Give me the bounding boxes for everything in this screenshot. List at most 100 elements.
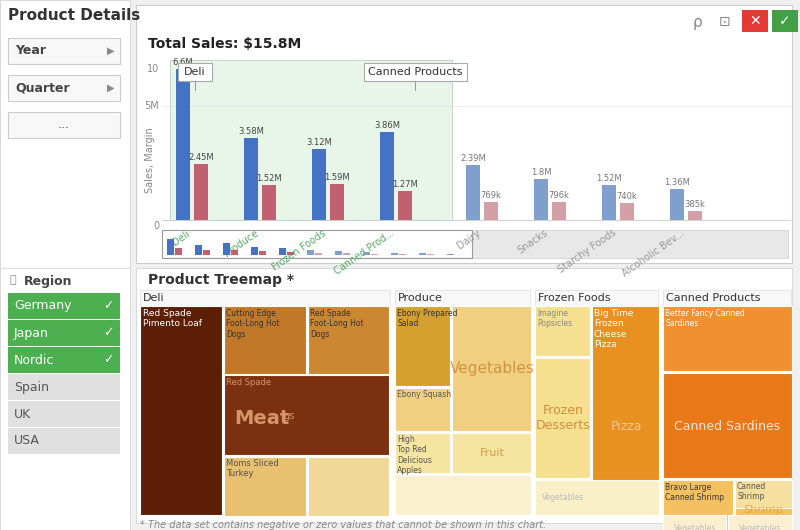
Text: UK: UK bbox=[14, 408, 31, 420]
Bar bbox=[330, 184, 344, 220]
Text: Ebony Prepared
Salad: Ebony Prepared Salad bbox=[397, 309, 458, 329]
Bar bbox=[308, 306, 389, 374]
Text: Meat: Meat bbox=[234, 410, 290, 428]
Text: ✓: ✓ bbox=[103, 326, 114, 340]
Text: 1.8M: 1.8M bbox=[530, 168, 551, 177]
Text: Big Time
Frozen
Cheese
Pizza: Big Time Frozen Cheese Pizza bbox=[594, 309, 634, 349]
Bar bbox=[663, 480, 733, 530]
Text: * The data set contains negative or zero values that cannot be shown in this cha: * The data set contains negative or zero… bbox=[140, 520, 546, 530]
Bar bbox=[395, 306, 450, 386]
Text: High
Top Red
Delicious
Apples: High Top Red Delicious Apples bbox=[397, 435, 432, 475]
Bar bbox=[8, 347, 120, 373]
Text: ✓: ✓ bbox=[103, 299, 114, 313]
Text: Starchy Foods: Starchy Foods bbox=[556, 228, 618, 276]
Bar bbox=[552, 202, 566, 220]
Text: 1.36M: 1.36M bbox=[664, 178, 690, 187]
Text: Shrimp: Shrimp bbox=[743, 505, 783, 515]
Bar bbox=[663, 373, 792, 478]
Text: 0: 0 bbox=[153, 221, 159, 231]
Text: 3.12M: 3.12M bbox=[306, 138, 332, 147]
Bar bbox=[592, 306, 659, 481]
Text: ...: ... bbox=[58, 119, 70, 131]
Text: Vegetables: Vegetables bbox=[739, 524, 781, 530]
Bar bbox=[363, 63, 466, 81]
Bar bbox=[136, 268, 792, 523]
Bar bbox=[287, 252, 294, 255]
Text: Frozen Foods: Frozen Foods bbox=[270, 228, 328, 272]
Bar bbox=[194, 164, 208, 220]
Text: Moms Sliced
Turkey: Moms Sliced Turkey bbox=[226, 459, 278, 479]
Bar bbox=[620, 203, 634, 220]
Bar bbox=[395, 475, 531, 515]
Text: Bravo Large
Canned Shrimp: Bravo Large Canned Shrimp bbox=[665, 483, 724, 502]
Text: Total Sales: $15.8M: Total Sales: $15.8M bbox=[148, 37, 302, 51]
Bar bbox=[466, 165, 480, 220]
Bar bbox=[308, 457, 389, 516]
Bar bbox=[391, 253, 398, 255]
Bar bbox=[535, 290, 658, 306]
Bar bbox=[279, 249, 286, 255]
Bar bbox=[535, 358, 590, 478]
Bar bbox=[602, 186, 616, 220]
Bar bbox=[535, 480, 659, 515]
Bar bbox=[0, 0, 130, 530]
Bar bbox=[427, 254, 434, 255]
Bar bbox=[395, 433, 450, 473]
Bar bbox=[244, 138, 258, 220]
Bar bbox=[663, 515, 726, 530]
Text: Deli: Deli bbox=[143, 293, 165, 303]
Bar bbox=[162, 230, 788, 258]
Bar bbox=[8, 401, 120, 427]
Bar bbox=[735, 480, 792, 508]
Bar bbox=[8, 112, 120, 138]
Bar bbox=[167, 238, 174, 255]
Text: Canned
Shrimp: Canned Shrimp bbox=[737, 482, 766, 501]
Text: Canned Prod...: Canned Prod... bbox=[332, 228, 396, 277]
Text: ✓: ✓ bbox=[779, 14, 791, 28]
Bar bbox=[398, 191, 412, 220]
Bar bbox=[231, 250, 238, 255]
Text: Produce: Produce bbox=[222, 228, 260, 259]
Bar bbox=[484, 202, 498, 220]
Text: Japan: Japan bbox=[14, 326, 49, 340]
Text: Canned Products: Canned Products bbox=[368, 67, 462, 77]
Text: Vegetables: Vegetables bbox=[674, 524, 716, 530]
Text: Ebony Squash: Ebony Squash bbox=[397, 390, 451, 399]
Text: ρ: ρ bbox=[692, 15, 702, 30]
Bar bbox=[534, 179, 548, 220]
Bar bbox=[447, 254, 454, 255]
Bar bbox=[735, 480, 792, 530]
Text: Product Details: Product Details bbox=[8, 8, 140, 23]
Text: gs: gs bbox=[284, 411, 295, 421]
Text: 385k: 385k bbox=[685, 200, 706, 209]
Bar bbox=[176, 69, 190, 220]
Text: Cutting Edge
Foot-Long Hot
Dogs: Cutting Edge Foot-Long Hot Dogs bbox=[226, 309, 280, 339]
Bar bbox=[224, 457, 306, 516]
Bar bbox=[203, 250, 210, 255]
Bar bbox=[259, 251, 266, 255]
Text: Pizza: Pizza bbox=[610, 420, 642, 432]
Text: Dairy: Dairy bbox=[455, 228, 482, 251]
Text: Alcoholic Bev...: Alcoholic Bev... bbox=[620, 228, 686, 278]
Text: Year: Year bbox=[15, 45, 46, 57]
Bar bbox=[136, 5, 792, 263]
Bar bbox=[195, 245, 202, 255]
Bar bbox=[8, 374, 120, 400]
Bar bbox=[371, 254, 378, 255]
Text: 1.27M: 1.27M bbox=[392, 180, 418, 189]
Text: 769k: 769k bbox=[481, 191, 502, 200]
Text: Quarter: Quarter bbox=[15, 82, 70, 94]
Bar bbox=[452, 306, 531, 431]
Text: 2.45M: 2.45M bbox=[188, 153, 214, 162]
Text: Frozen
Desserts: Frozen Desserts bbox=[536, 404, 590, 432]
Text: 3.58M: 3.58M bbox=[238, 127, 264, 136]
Text: Deli: Deli bbox=[170, 228, 192, 247]
Bar bbox=[395, 290, 530, 306]
Bar bbox=[251, 247, 258, 255]
Bar bbox=[178, 63, 212, 81]
Bar bbox=[224, 306, 306, 374]
Bar bbox=[535, 306, 590, 356]
Bar bbox=[162, 230, 472, 258]
Text: ⊡: ⊡ bbox=[719, 15, 731, 29]
Bar bbox=[399, 254, 406, 255]
